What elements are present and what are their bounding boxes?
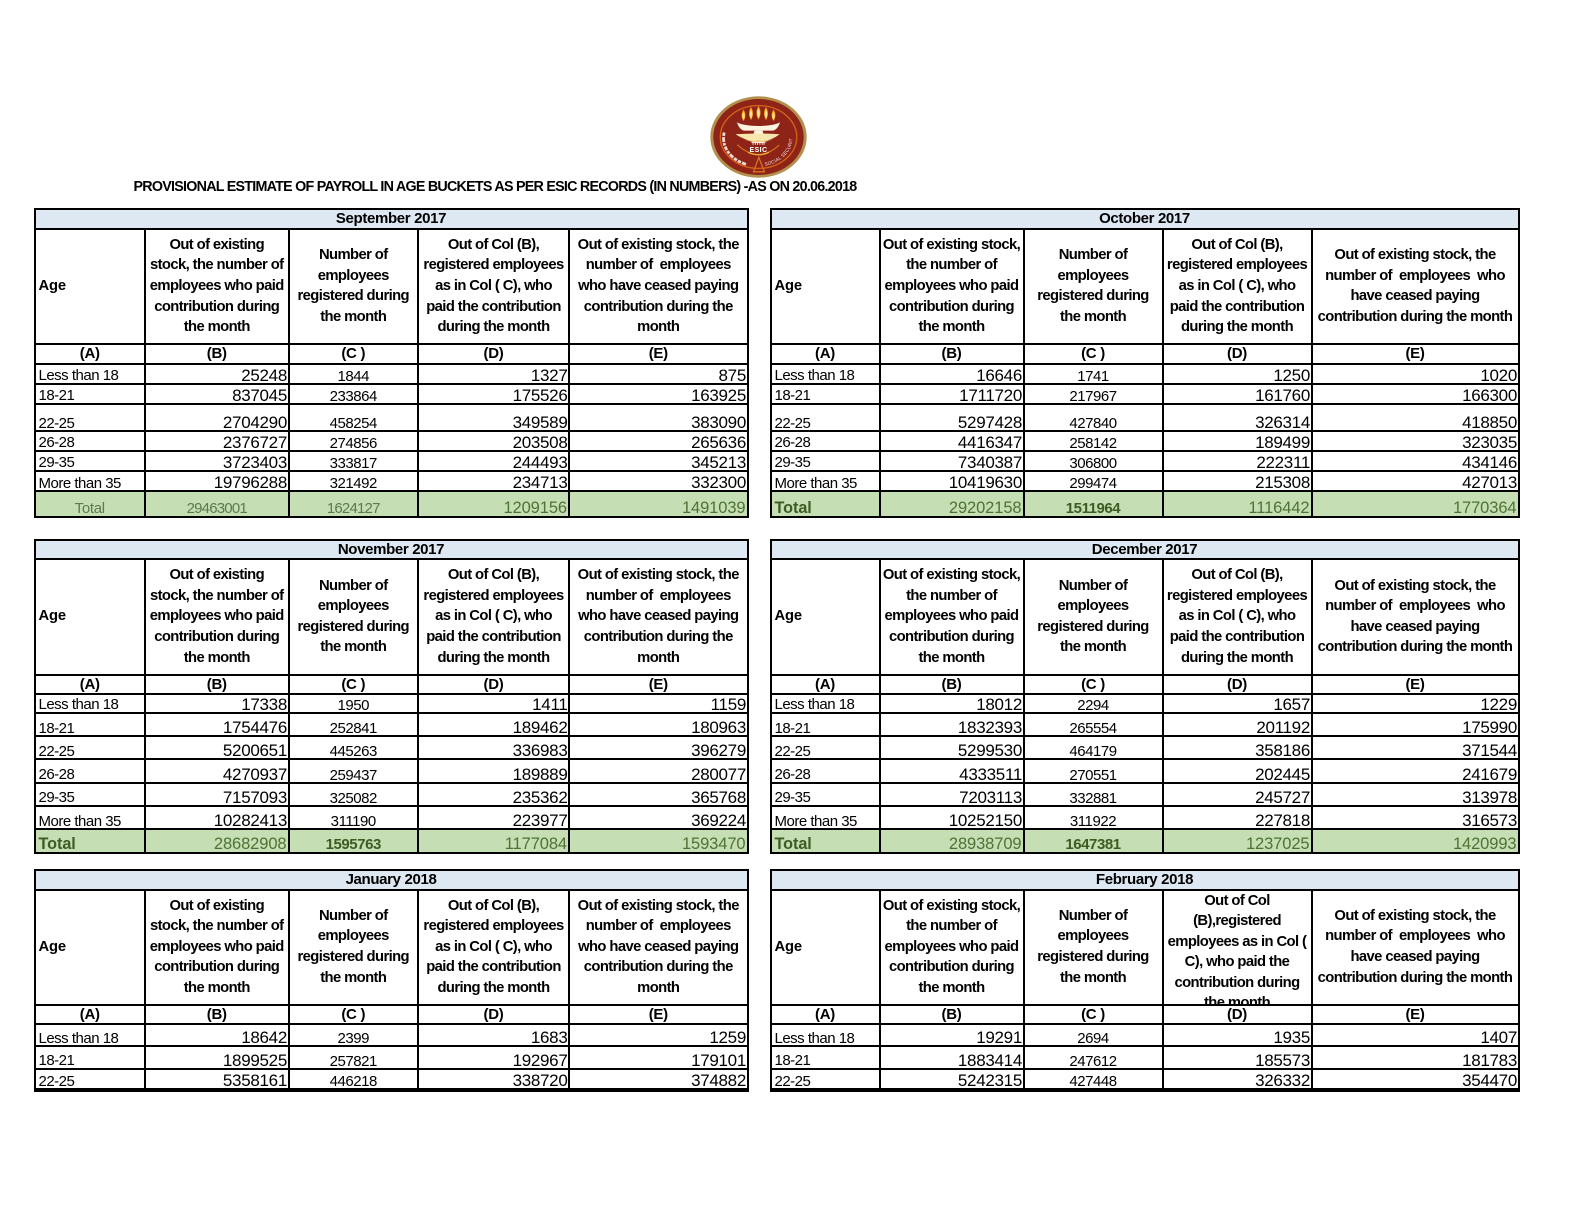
svg-text:ESIC: ESIC (750, 147, 768, 154)
